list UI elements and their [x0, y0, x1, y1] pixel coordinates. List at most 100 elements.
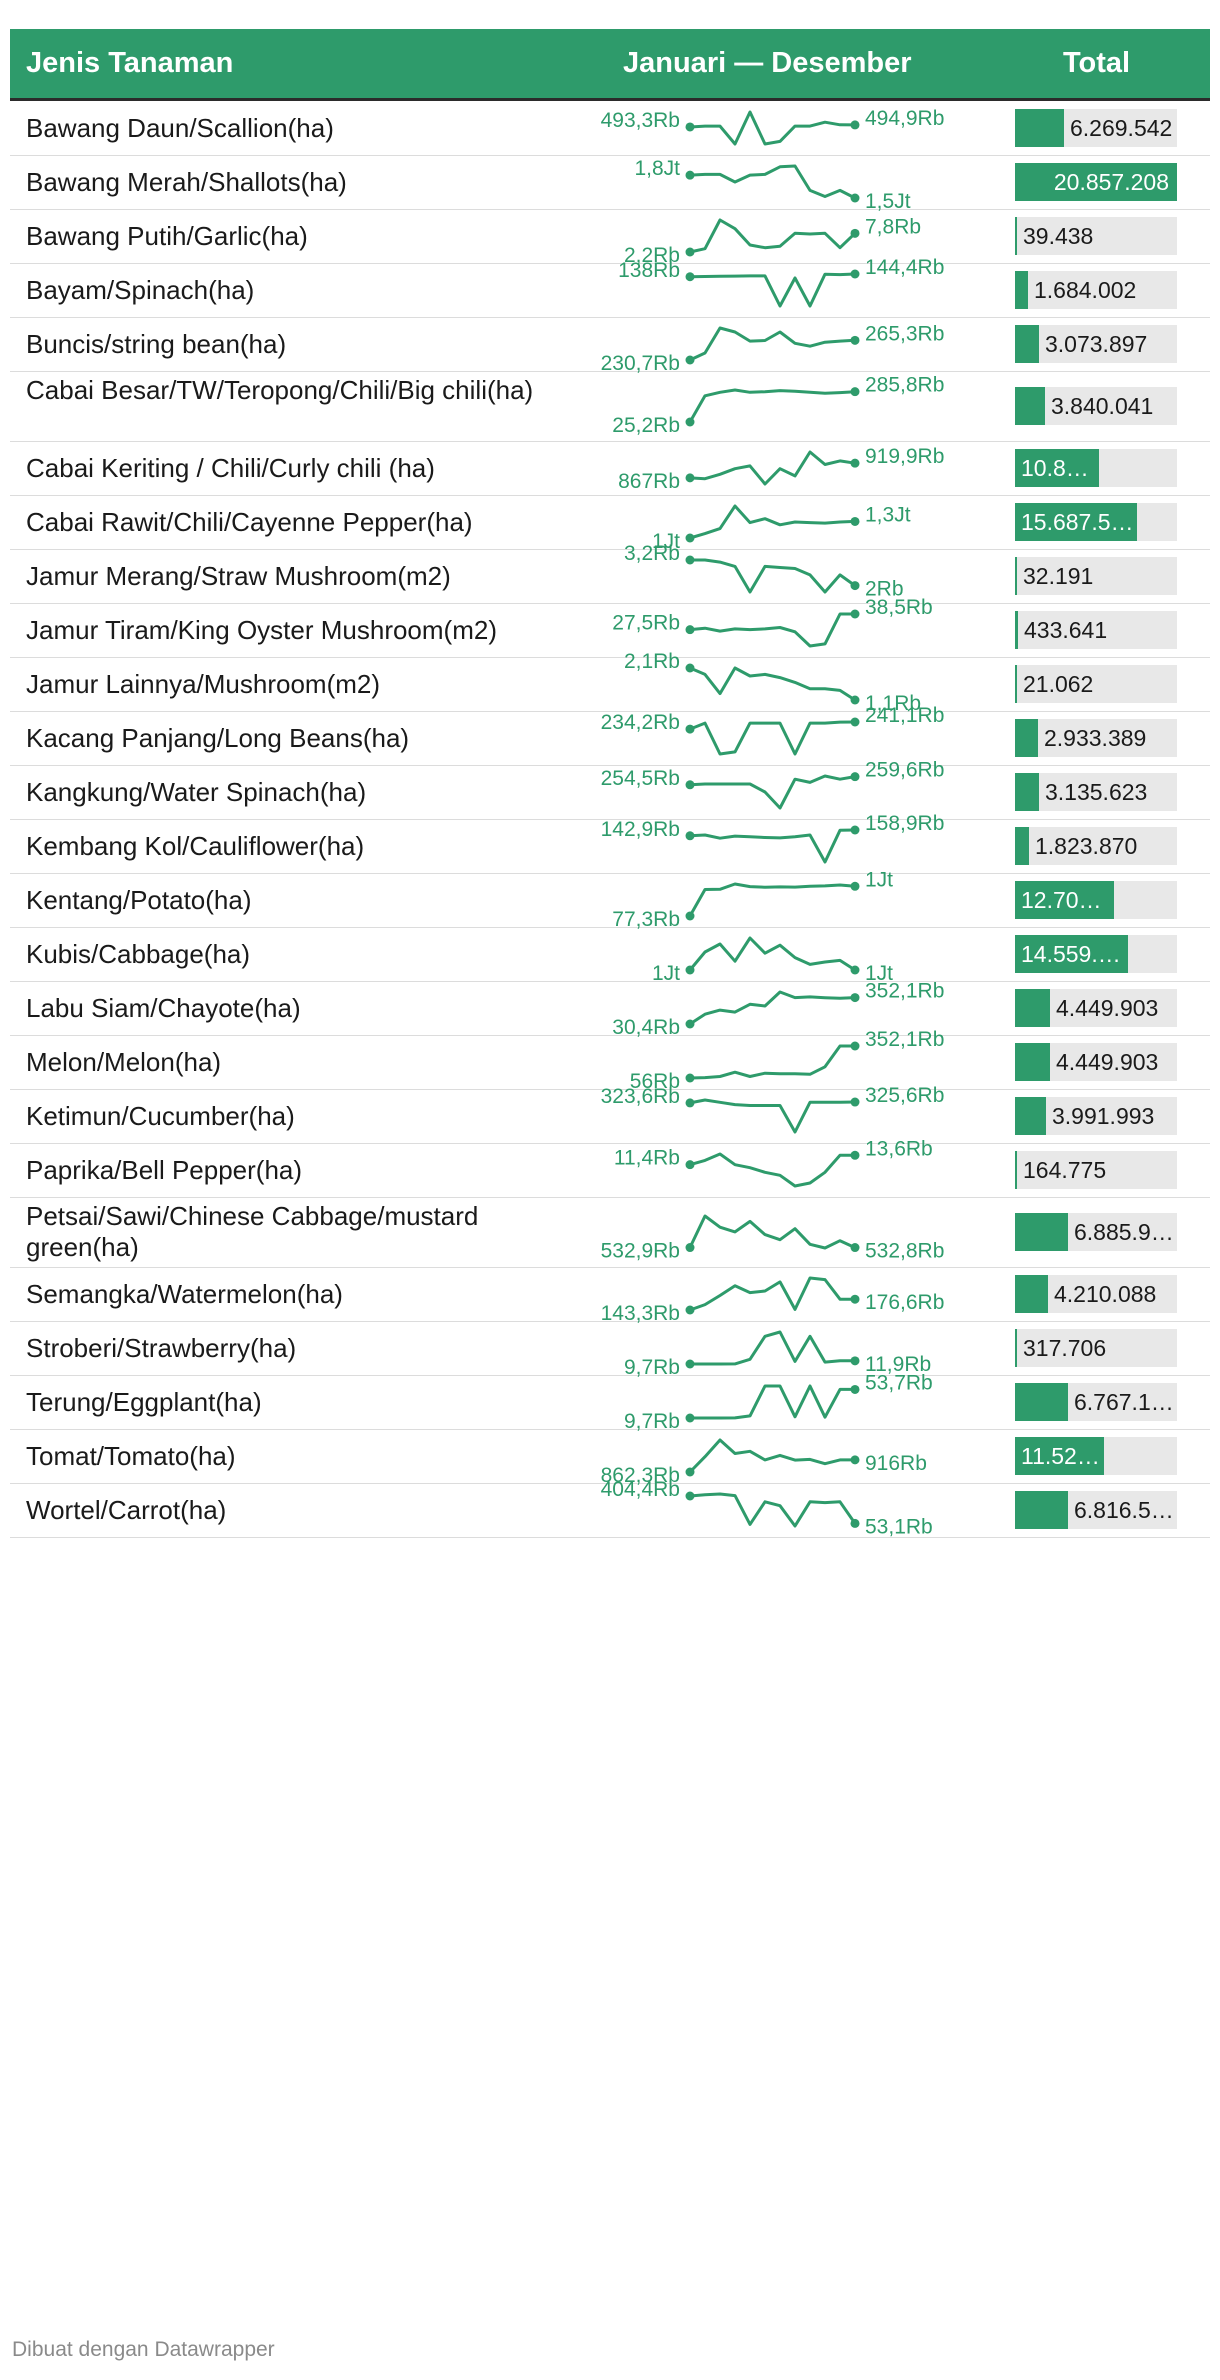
- trend-start-point: [685, 555, 695, 565]
- trend-sparkline: 9,7Rb 11,9Rb: [624, 1330, 931, 1379]
- trend-start-point: [685, 1160, 695, 1170]
- trend-line: [688, 936, 856, 972]
- trend-start-point: [685, 1491, 695, 1501]
- crop-name: Cabai Besar/TW/Teropong/Chili/Big chili(…: [26, 375, 534, 405]
- trend-first-label: 862,3Rb: [601, 1464, 680, 1487]
- table-row: Wortel/Carrot(ha) 404,4Rb 53,1Rb 6.816.5…: [10, 1478, 1210, 1538]
- trend-last-label: 38,5Rb: [865, 596, 933, 619]
- trend-end-point: [850, 772, 860, 782]
- header-name: Jenis Tanaman: [26, 47, 234, 79]
- crop-name: Paprika/Bell Pepper(ha): [26, 1155, 303, 1185]
- trend-first-label: 142,9Rb: [601, 818, 680, 841]
- trend-start-point: [685, 831, 695, 841]
- total-value: 11.52…: [1021, 1443, 1100, 1469]
- trend-end-point: [850, 1356, 860, 1366]
- trend-sparkline: 254,5Rb 259,6Rb: [601, 759, 944, 810]
- total-bar-fill: [1015, 271, 1028, 309]
- total-bar-fill: [1015, 449, 1099, 487]
- trend-line: [689, 218, 857, 254]
- trend-first-label: 3,2Rb: [624, 542, 680, 565]
- total-bar-fill: [1015, 1275, 1048, 1313]
- table-row: Labu Siam/Chayote(ha) 30,4Rb 352,1Rb 4.449.…: [10, 980, 1210, 1039]
- trend-start-point: [685, 625, 695, 635]
- trend-first-label: 9,7Rb: [624, 1356, 680, 1379]
- total-bar-fill: [1015, 881, 1114, 919]
- trend-end-point: [850, 717, 860, 727]
- trend-first-label: 230,7Rb: [601, 352, 680, 375]
- trend-end-point: [850, 516, 860, 526]
- trend-end-point: [850, 120, 860, 130]
- trend-end-point: [850, 881, 860, 891]
- table-row: Petsai/Sawi/Chinese Cabbage/mustard gree…: [10, 1197, 1210, 1268]
- trend-start-point: [685, 247, 695, 257]
- trend-last-label: 1,1Rb: [865, 692, 921, 715]
- table-row: Bawang Putih/Garlic(ha) 2,2Rb 7,8Rb 39.438: [10, 209, 1210, 267]
- trend-line: [689, 326, 856, 362]
- trend-start-point: [685, 1019, 695, 1029]
- total-bar-track: 3.840.041: [1015, 387, 1177, 425]
- table-row: Jamur Tiram/King Oyster Mushroom(m2) 27,5…: [10, 596, 1210, 658]
- header-total: Total: [1063, 47, 1131, 79]
- total-value: 3.135.623: [1045, 779, 1148, 805]
- total-bar-track: 2.933.389: [1015, 719, 1177, 757]
- total-bar-track: 433.641: [1015, 611, 1177, 649]
- total-bar-fill: [1015, 773, 1039, 811]
- table-row: Cabai Keriting / Chili/Curly chili (ha) 8…: [10, 441, 1210, 496]
- trend-last-label: 241,1Rb: [865, 704, 944, 727]
- trend-first-label: 30,4Rb: [612, 1016, 680, 1039]
- total-value: 21.062: [1023, 671, 1094, 697]
- table-row: Jamur Merang/Straw Mushroom(m2) 3,2Rb 2Rb 3…: [10, 542, 1210, 604]
- trend-last-label: 916Rb: [865, 1452, 927, 1475]
- total-value: 1.684.002: [1034, 277, 1137, 303]
- trend-end-point: [850, 695, 860, 705]
- total-bar-fill: [1015, 611, 1018, 649]
- trend-line: [689, 612, 855, 648]
- crop-name: Labu Siam/Chayote(ha): [26, 993, 301, 1023]
- crop-name: Tomat/Tomato(ha): [26, 1441, 236, 1471]
- trend-start-point: [685, 1359, 695, 1369]
- crop-name: Kentang/Potato(ha): [26, 885, 252, 915]
- trend-line: [689, 828, 856, 864]
- trend-end-point: [850, 1455, 860, 1465]
- trend-line: [688, 882, 856, 917]
- trend-start-point: [685, 965, 695, 975]
- trend-line: [690, 1330, 855, 1366]
- crop-name: Jamur Tiram/King Oyster Mushroom(m2): [26, 615, 497, 645]
- trend-sparkline: 867Rb 919,9Rb: [618, 445, 944, 493]
- total-bar-fill: [1015, 325, 1039, 363]
- total-bar-fill: [1015, 1043, 1050, 1081]
- trend-sparkline: 404,4Rb 53,1Rb: [601, 1478, 933, 1538]
- trend-end-point: [850, 1243, 860, 1253]
- credit-footer[interactable]: Dibuat dengan Datawrapper: [12, 2338, 275, 2361]
- trend-end-point: [850, 1518, 860, 1528]
- total-value: 6.816.5…: [1074, 1497, 1174, 1523]
- table-row: Cabai Rawit/Chili/Cayenne Pepper(ha) 1Jt 1…: [10, 495, 1210, 553]
- total-value: 3.840.041: [1051, 393, 1154, 419]
- trend-last-label: 158,9Rb: [865, 812, 944, 835]
- trend-first-label: 9,7Rb: [624, 1410, 680, 1433]
- trend-last-label: 1Jt: [865, 868, 893, 891]
- total-bar-fill: [1015, 109, 1064, 147]
- trend-start-point: [685, 1305, 695, 1315]
- trend-sparkline: 862,3Rb 916Rb: [601, 1438, 927, 1487]
- total-bar-track: 1.684.002: [1015, 271, 1177, 309]
- trend-end-point: [850, 581, 860, 591]
- table-row: Terung/Eggplant(ha) 9,7Rb 53,7Rb 6.767.1…: [10, 1371, 1210, 1433]
- trend-first-label: 323,6Rb: [601, 1085, 680, 1108]
- trend-start-point: [685, 1467, 695, 1477]
- trend-first-label: 25,2Rb: [612, 414, 680, 437]
- table-row: Cabai Besar/TW/Teropong/Chili/Big chili(…: [10, 371, 1210, 442]
- trend-end-point: [850, 387, 860, 397]
- trend-first-label: 404,4Rb: [601, 1478, 680, 1501]
- crop-name: Cabai Keriting / Chili/Curly chili (ha): [26, 453, 435, 483]
- table-row: Bawang Daun/Scallion(ha) 493,3Rb 494,9Rb 6.…: [10, 101, 1210, 156]
- crop-name: Terung/Eggplant(ha): [26, 1387, 262, 1417]
- table-row: Kembang Kol/Cauliflower(ha) 142,9Rb 158,9R…: [10, 812, 1210, 874]
- trend-sparkline: 1Jt 1Jt: [652, 936, 893, 985]
- total-value: 6.767.1…: [1074, 1389, 1174, 1415]
- trend-last-label: 352,1Rb: [865, 1028, 944, 1051]
- trend-last-label: 259,6Rb: [865, 759, 944, 782]
- trend-sparkline: 138Rb 144,4Rb: [618, 256, 944, 308]
- trend-start-point: [685, 1413, 695, 1423]
- total-value: 15.687.5…: [1021, 509, 1134, 535]
